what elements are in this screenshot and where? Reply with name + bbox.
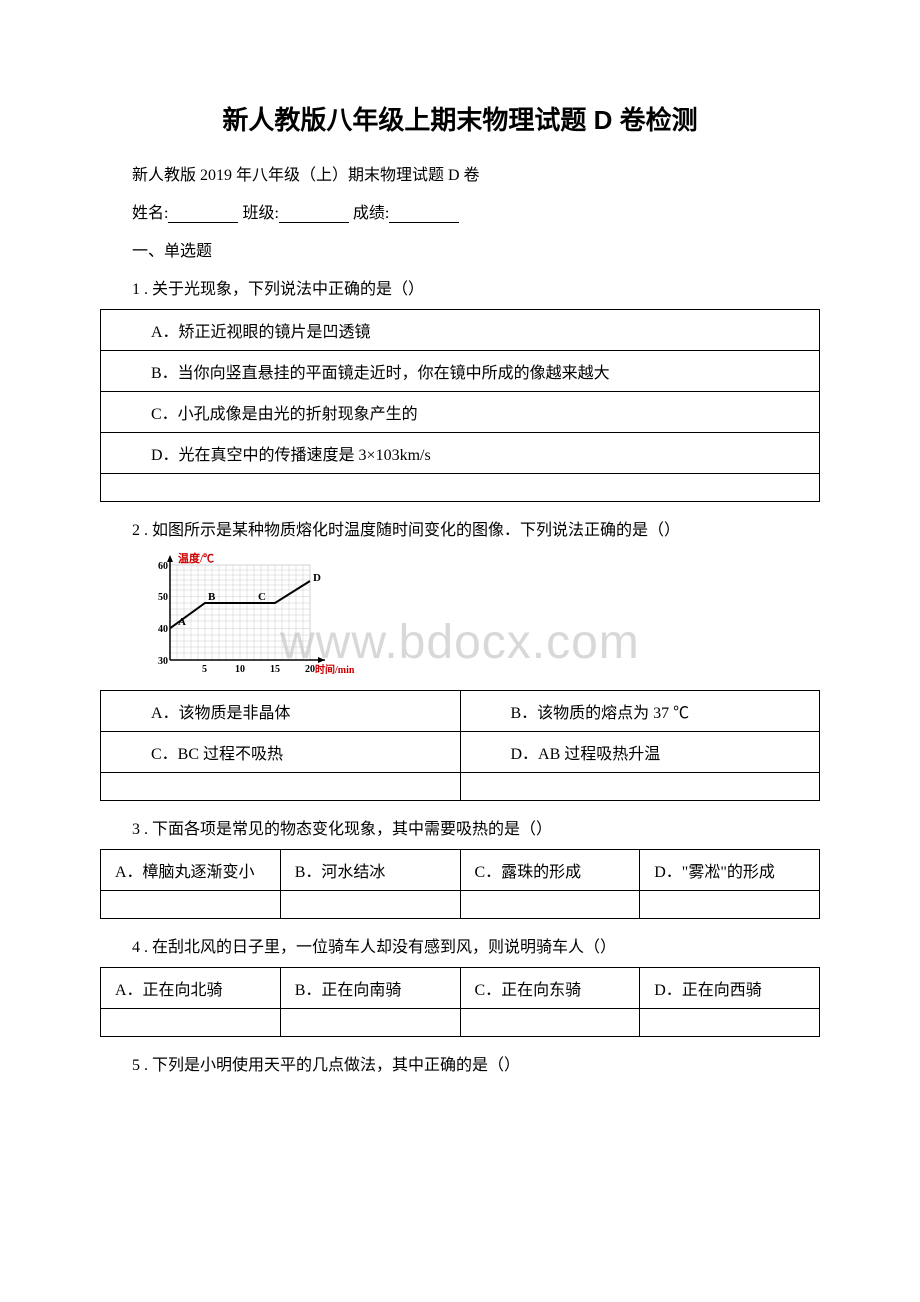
point-C: C — [258, 591, 266, 603]
q1-optD: D．光在真空中的传播速度是 3×103km/s — [101, 433, 820, 474]
q2-optC: C．BC 过程不吸热 — [101, 732, 461, 773]
class-label: 班级: — [242, 205, 278, 222]
q3-optC: C．露珠的形成 — [460, 850, 640, 891]
class-blank — [279, 205, 349, 223]
q3-optA: A．樟脑丸逐渐变小 — [101, 850, 281, 891]
section-header: 一、单选题 — [100, 237, 820, 261]
q4-empty1 — [101, 1009, 281, 1037]
form-line: 姓名: 班级: 成绩: — [100, 199, 820, 223]
point-D: D — [313, 572, 321, 584]
ytick-40: 40 — [158, 624, 168, 635]
xtick-5: 5 — [202, 664, 207, 675]
question-4: 4 . 在刮北风的日子里，一位骑车人却没有感到风，则说明骑车人（） — [100, 933, 820, 957]
point-B: B — [208, 591, 216, 603]
question-3: 3 . 下面各项是常见的物态变化现象，其中需要吸热的是（） — [100, 815, 820, 839]
q2-optD: D．AB 过程吸热升温 — [460, 732, 820, 773]
question-1: 1 . 关于光现象，下列说法中正确的是（） — [100, 275, 820, 299]
question-2: 2 . 如图所示是某种物质熔化时温度随时间变化的图像．下列说法正确的是（） — [100, 516, 820, 540]
q2-optA: A．该物质是非晶体 — [101, 691, 461, 732]
xtick-15: 15 — [270, 664, 280, 675]
page-title: 新人教版八年级上期末物理试题 D 卷检测 — [100, 100, 820, 137]
q3-optD: D．"雾凇"的形成 — [640, 850, 820, 891]
q3-empty4 — [640, 891, 820, 919]
chart-xlabel: 时间/min — [315, 663, 355, 676]
q1-optA: A．矫正近视眼的镜片是凹透镜 — [101, 310, 820, 351]
chart-ylabel: 温度/℃ — [178, 551, 214, 565]
subtitle: 新人教版 2019 年八年级（上）期末物理试题 D 卷 — [100, 161, 820, 185]
document-content: 新人教版八年级上期末物理试题 D 卷检测 新人教版 2019 年八年级（上）期末… — [100, 100, 820, 1075]
q4-empty3 — [460, 1009, 640, 1037]
score-blank — [389, 205, 459, 223]
ytick-60: 60 — [158, 561, 168, 572]
ytick-30: 30 — [158, 656, 168, 667]
q3-empty3 — [460, 891, 640, 919]
q1-optC: C．小孔成像是由光的折射现象产生的 — [101, 392, 820, 433]
q2-options-table: A．该物质是非晶体 B．该物质的熔点为 37 ℃ C．BC 过程不吸热 D．AB… — [100, 690, 820, 801]
q4-optD: D．正在向西骑 — [640, 968, 820, 1009]
point-A: A — [178, 616, 186, 628]
q1-options-table: A．矫正近视眼的镜片是凹透镜 B．当你向竖直悬挂的平面镜走近时，你在镜中所成的像… — [100, 309, 820, 502]
q4-options-table: A．正在向北骑 B．正在向南骑 C．正在向东骑 D．正在向西骑 — [100, 967, 820, 1037]
q4-optB: B．正在向南骑 — [280, 968, 460, 1009]
name-blank — [168, 205, 238, 223]
q2-optB: B．该物质的熔点为 37 ℃ — [460, 691, 820, 732]
question-5: 5 . 下列是小明使用天平的几点做法，其中正确的是（） — [100, 1051, 820, 1075]
q4-optA: A．正在向北骑 — [101, 968, 281, 1009]
q4-optC: C．正在向东骑 — [460, 968, 640, 1009]
q3-empty2 — [280, 891, 460, 919]
q3-optB: B．河水结冰 — [280, 850, 460, 891]
xtick-20: 20 — [305, 664, 315, 675]
name-label: 姓名: — [132, 205, 168, 222]
xtick-10: 10 — [235, 664, 245, 675]
q3-empty1 — [101, 891, 281, 919]
q2-empty1 — [101, 773, 461, 801]
melting-chart: 温度/℃ — [140, 550, 820, 680]
q1-empty — [101, 474, 820, 502]
q1-optB: B．当你向竖直悬挂的平面镜走近时，你在镜中所成的像越来越大 — [101, 351, 820, 392]
score-label: 成绩: — [353, 205, 389, 222]
x-arrow — [318, 657, 325, 663]
q4-empty4 — [640, 1009, 820, 1037]
q2-empty2 — [460, 773, 820, 801]
q3-options-table: A．樟脑丸逐渐变小 B．河水结冰 C．露珠的形成 D．"雾凇"的形成 — [100, 849, 820, 919]
chart-svg: 温度/℃ — [140, 550, 360, 680]
q4-empty2 — [280, 1009, 460, 1037]
ytick-50: 50 — [158, 592, 168, 603]
